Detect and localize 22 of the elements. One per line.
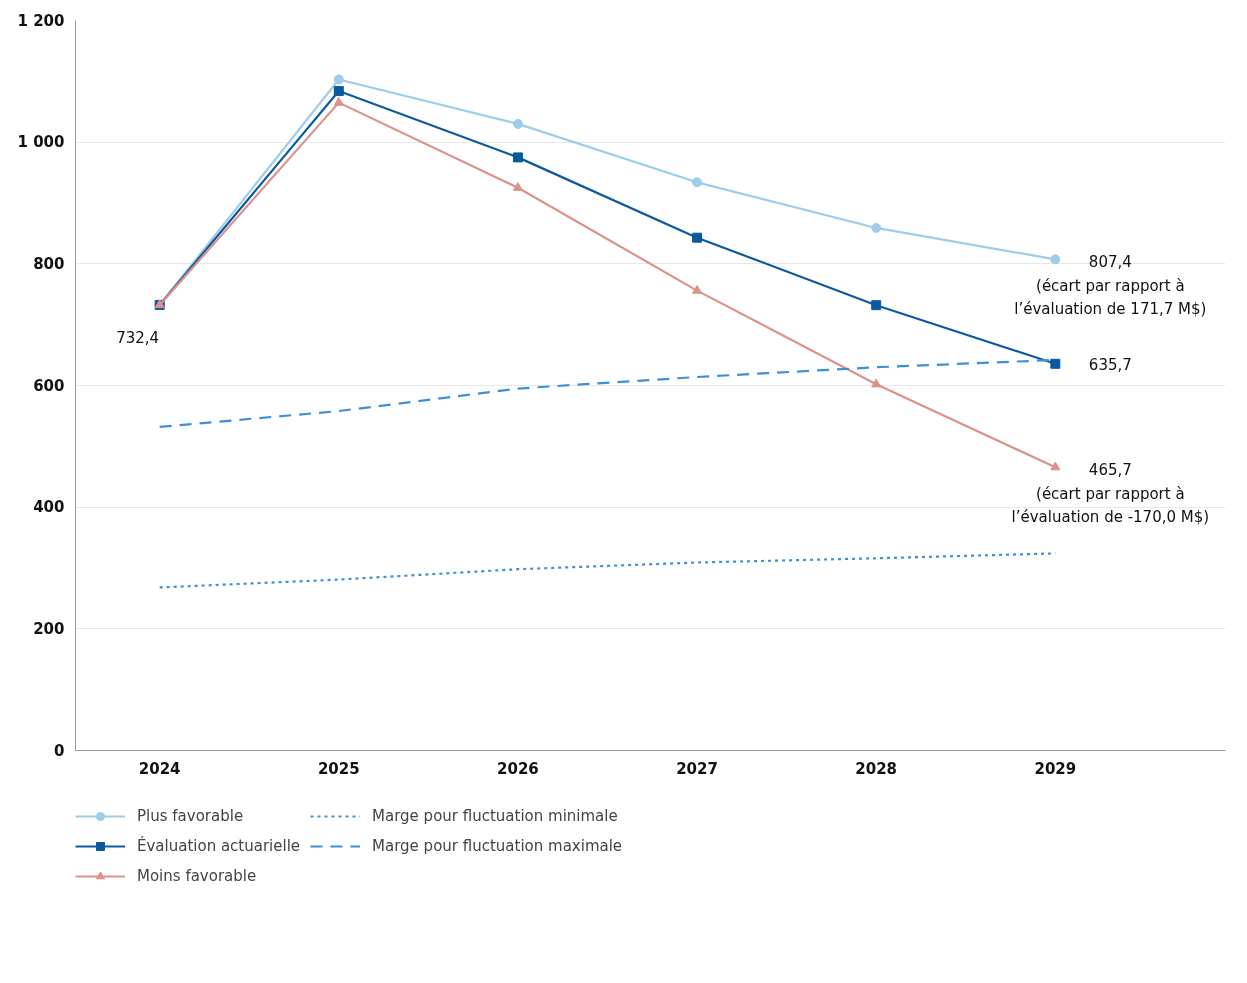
y-tick-label: 400: [33, 498, 65, 517]
x-tick-label: 2028: [855, 759, 898, 778]
x-tick-label: 2029: [1034, 759, 1077, 778]
annotation: 635,7: [1088, 355, 1132, 374]
y-tick-label: 800: [33, 254, 65, 273]
annotation: 732,4: [116, 328, 160, 347]
legend-label: Moins favorable: [137, 867, 257, 885]
annotation: 807,4 (écart par rapport à l’évaluation de 171,7 M$): [1014, 253, 1207, 319]
legend-label: Marge pour fluctuation maximale: [372, 837, 623, 855]
x-tick-label: 2025: [317, 759, 360, 778]
x-tick-label: 2027: [676, 759, 718, 778]
x-tick-label: 2024: [138, 759, 181, 778]
legend-label: Plus favorable: [137, 807, 244, 825]
x-tick-label: 2026: [497, 759, 539, 778]
y-tick-label: 1 200: [17, 11, 65, 30]
y-tick-label: 0: [54, 741, 65, 760]
legend-label: Évaluation actuarielle: [137, 837, 301, 855]
y-tick-label: 600: [33, 376, 65, 395]
y-tick-label: 200: [33, 619, 65, 638]
legend-label: Marge pour fluctuation minimale: [372, 807, 618, 825]
annotation: 465,7 (écart par rapport à l’évaluation de -170,0 M$): [1011, 461, 1210, 526]
y-tick-label: 1 000: [17, 133, 65, 152]
